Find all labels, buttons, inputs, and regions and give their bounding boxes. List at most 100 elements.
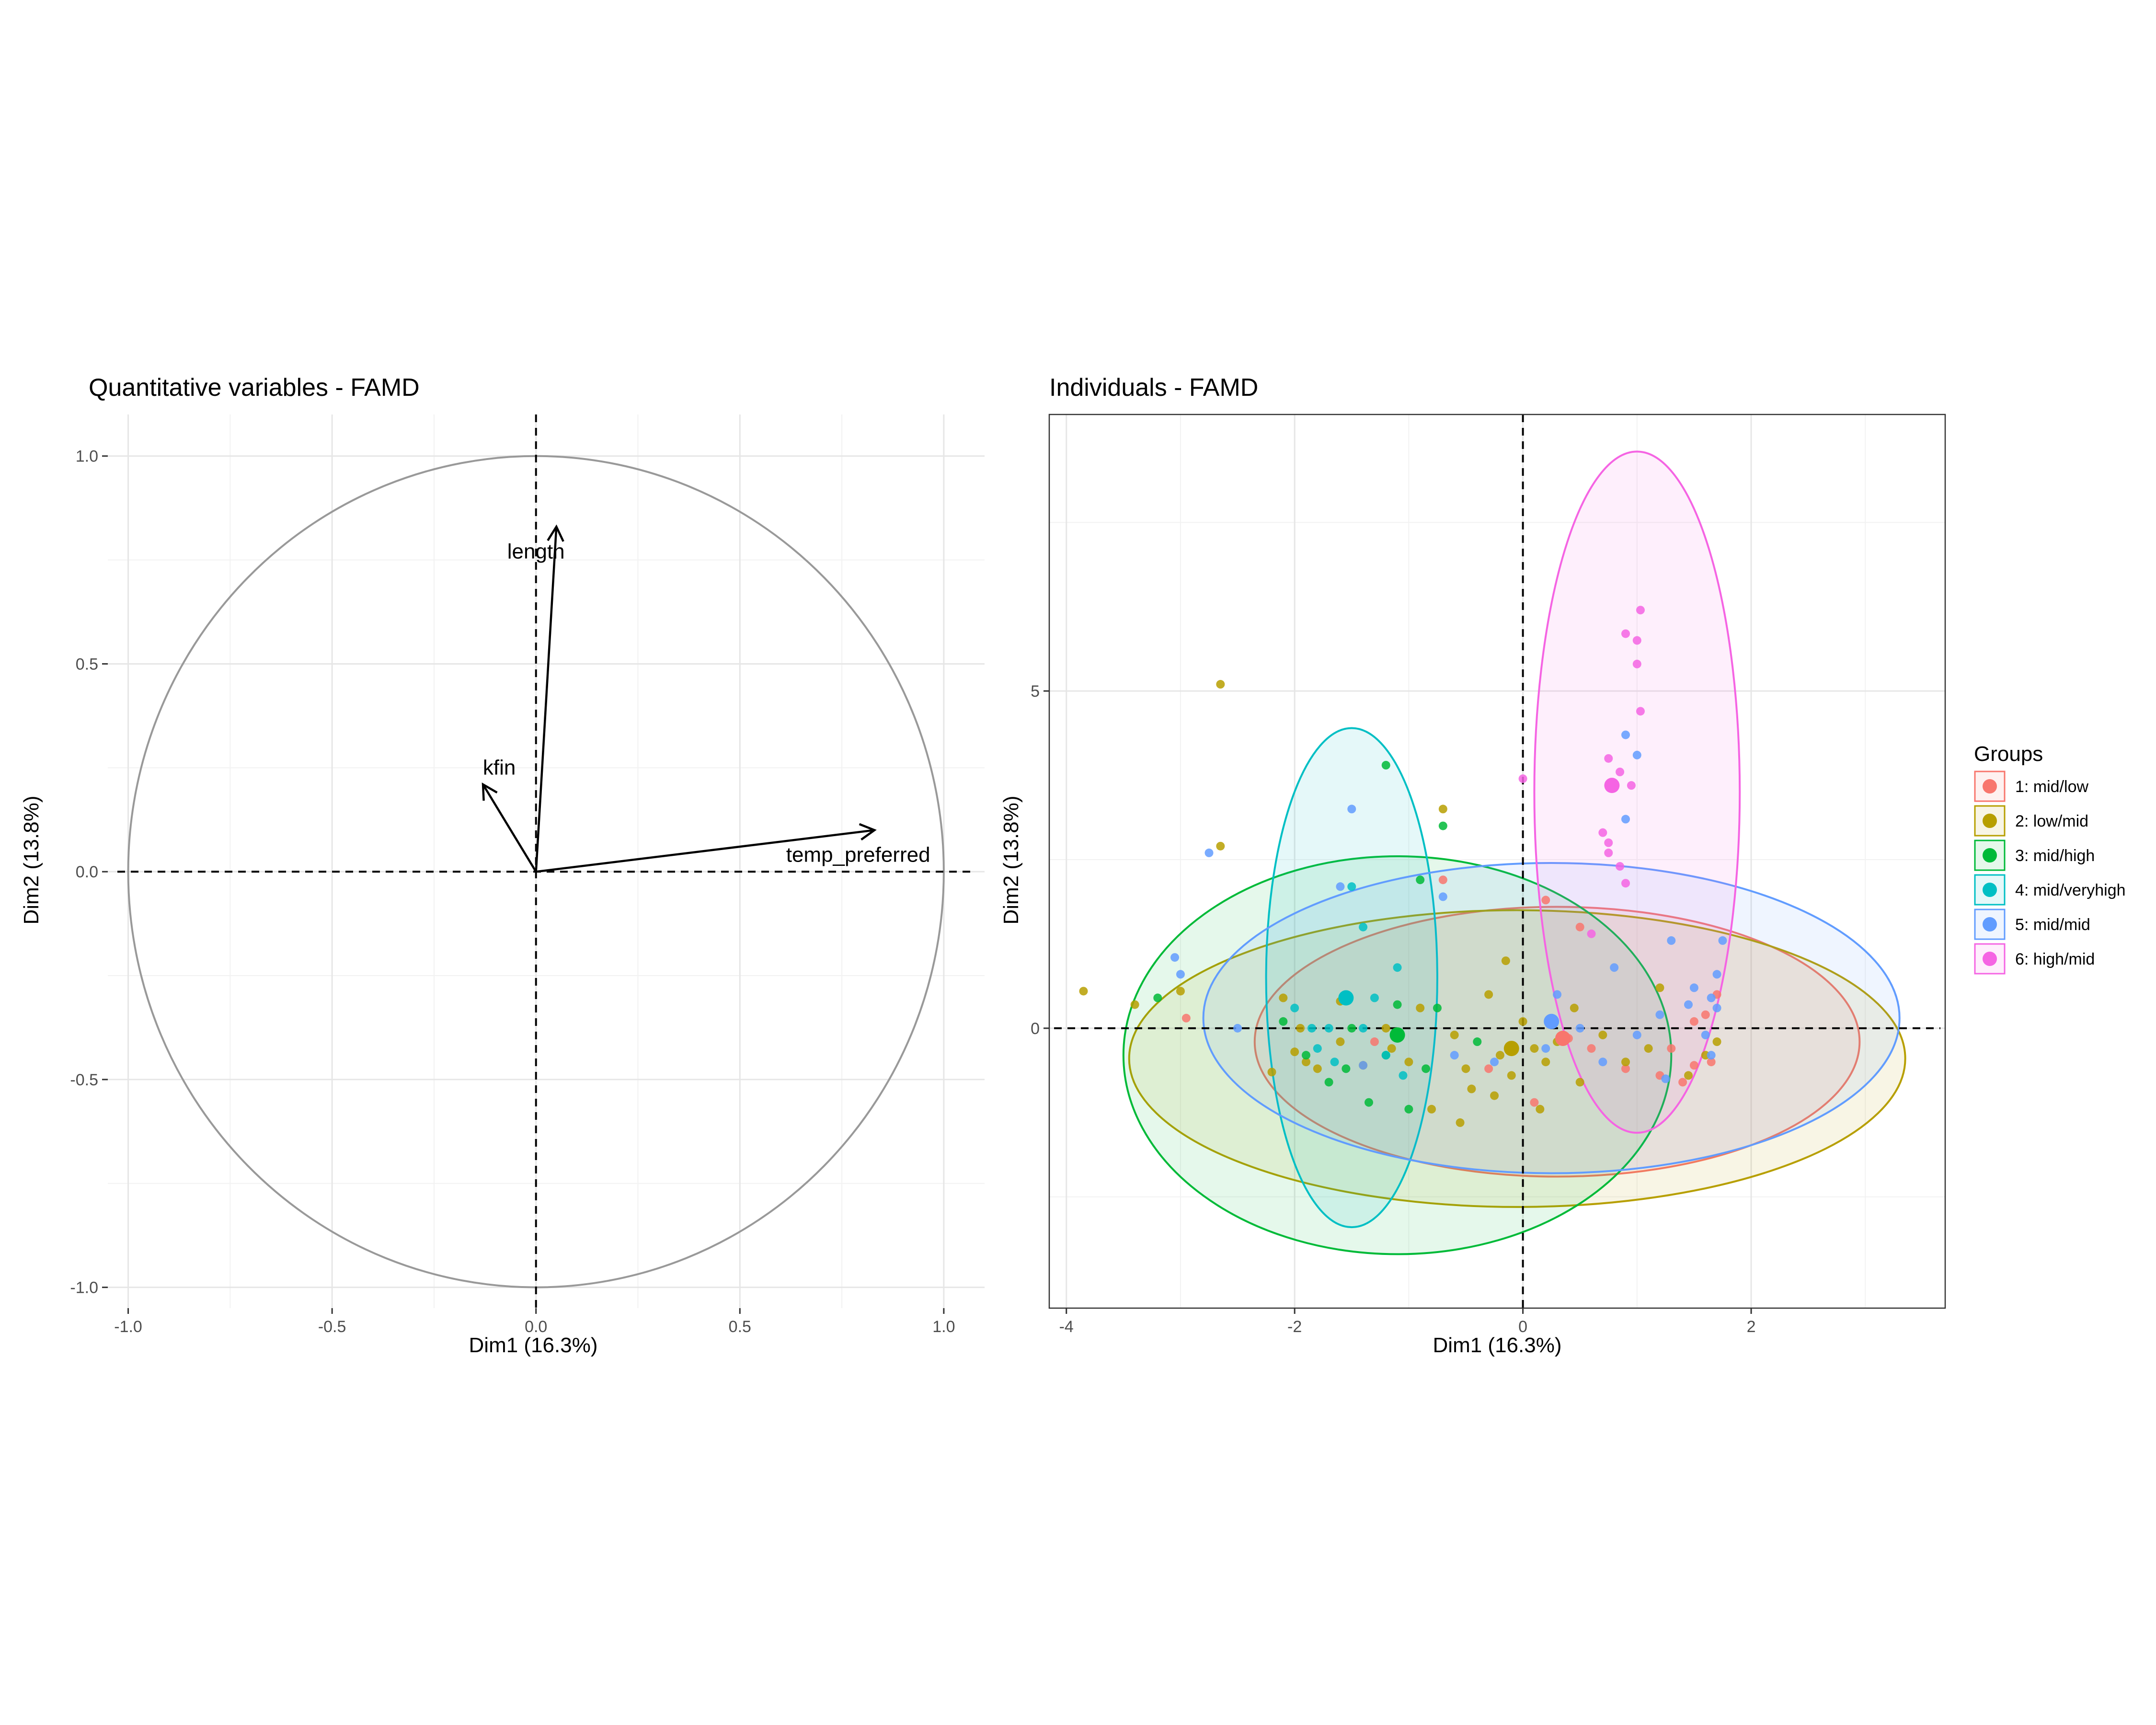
data-point bbox=[1422, 1064, 1431, 1073]
legend-item: 2: low/mid bbox=[1974, 805, 2088, 837]
data-point bbox=[1655, 983, 1664, 992]
legend-marker bbox=[1983, 779, 1997, 794]
data-point bbox=[1689, 1061, 1698, 1070]
data-point bbox=[1621, 879, 1630, 888]
y-axis-title: Dim2 (13.8%) bbox=[999, 796, 1023, 925]
legend-label: 2: low/mid bbox=[2015, 812, 2088, 830]
data-point bbox=[1632, 636, 1641, 645]
data-point bbox=[1707, 1058, 1716, 1067]
data-point bbox=[1530, 1098, 1539, 1107]
data-point bbox=[1604, 838, 1613, 847]
ellipse-group bbox=[1533, 450, 1741, 1134]
legend-marker bbox=[1983, 814, 1997, 828]
data-point bbox=[1490, 1091, 1499, 1100]
data-point bbox=[1381, 1024, 1390, 1033]
data-point bbox=[1689, 983, 1698, 992]
data-point bbox=[1667, 1044, 1676, 1053]
group-centroids bbox=[1338, 778, 1620, 1057]
data-point bbox=[1404, 1058, 1413, 1067]
data-point bbox=[1604, 848, 1613, 857]
centroid-point bbox=[1604, 778, 1620, 794]
data-point bbox=[1678, 1078, 1687, 1087]
legend-item: 5: mid/mid bbox=[1974, 908, 2090, 940]
data-point bbox=[1404, 1104, 1413, 1114]
axis-ticks: -4 -2 0 2 0 5 bbox=[1031, 682, 1755, 1336]
data-point bbox=[1707, 993, 1716, 1002]
data-point bbox=[1433, 1003, 1442, 1012]
data-point bbox=[1587, 929, 1596, 938]
y-axis-title: Dim2 (13.8%) bbox=[20, 796, 43, 925]
data-point bbox=[1484, 1064, 1493, 1073]
data-point bbox=[1636, 707, 1645, 716]
data-point bbox=[1153, 993, 1162, 1002]
data-point bbox=[1621, 730, 1630, 739]
data-point bbox=[1616, 862, 1625, 871]
data-point bbox=[1450, 1051, 1459, 1060]
centroid-point bbox=[1503, 1041, 1519, 1057]
legend-label: 1: mid/low bbox=[2015, 778, 2088, 796]
data-point bbox=[1233, 1024, 1242, 1033]
data-point bbox=[1621, 1064, 1630, 1073]
x-tick-label: 2 bbox=[1747, 1318, 1756, 1336]
data-point bbox=[1267, 1068, 1276, 1077]
legend-marker bbox=[1983, 883, 1997, 897]
data-point bbox=[1313, 1044, 1322, 1053]
data-point bbox=[1541, 896, 1550, 905]
data-point bbox=[1370, 1037, 1379, 1046]
data-point bbox=[1181, 1013, 1191, 1023]
data-point bbox=[1456, 1118, 1465, 1127]
legend-key bbox=[1974, 770, 2006, 802]
data-point bbox=[1495, 1051, 1504, 1060]
data-point bbox=[1216, 680, 1225, 689]
data-point bbox=[1381, 760, 1390, 770]
data-point bbox=[1324, 1024, 1333, 1033]
data-point bbox=[1627, 781, 1636, 790]
data-point bbox=[1661, 1074, 1670, 1083]
data-point bbox=[1359, 1024, 1368, 1033]
data-point bbox=[1530, 1044, 1539, 1053]
x-tick-label: 0.0 bbox=[525, 1318, 547, 1336]
data-point bbox=[1216, 841, 1225, 851]
y-tick-label: 1.0 bbox=[76, 448, 98, 466]
data-point bbox=[1484, 990, 1493, 999]
panel-border bbox=[1048, 414, 1946, 1309]
data-point bbox=[1170, 953, 1180, 962]
centroid-point bbox=[1555, 1030, 1571, 1046]
data-point bbox=[1416, 875, 1425, 885]
data-point bbox=[1370, 993, 1379, 1002]
data-point bbox=[1490, 1058, 1499, 1067]
data-point bbox=[1575, 922, 1584, 932]
data-point bbox=[1712, 970, 1721, 979]
data-point bbox=[1604, 754, 1613, 763]
data-point bbox=[1689, 1017, 1698, 1026]
data-point bbox=[1176, 987, 1185, 996]
centroid-point bbox=[1389, 1027, 1405, 1043]
data-point bbox=[1712, 1003, 1721, 1012]
data-point bbox=[1541, 1058, 1550, 1067]
data-point bbox=[1473, 1037, 1482, 1046]
data-point bbox=[1621, 1058, 1630, 1067]
x-axis-title: Dim1 (16.3%) bbox=[469, 1334, 598, 1357]
data-point bbox=[1632, 750, 1641, 759]
arrow-length: length bbox=[507, 524, 565, 872]
data-point bbox=[1610, 963, 1619, 972]
data-point bbox=[1536, 1104, 1545, 1114]
data-point bbox=[1616, 768, 1625, 776]
data-point bbox=[1467, 1084, 1476, 1093]
data-point bbox=[1427, 1104, 1436, 1114]
individuals-panel: Individuals - FAMD -4 -2 0 2 0 5 Dim1 (16.3%)… bbox=[999, 374, 1946, 1357]
ellipse-group bbox=[1128, 909, 1906, 1208]
data-point bbox=[1501, 956, 1510, 966]
correlation-circle-panel: Quantitative variables - FAMD length kfin… bbox=[20, 374, 985, 1357]
data-point bbox=[1718, 936, 1727, 945]
data-point bbox=[1450, 1030, 1459, 1039]
data-point bbox=[1336, 882, 1345, 891]
data-point bbox=[1279, 993, 1288, 1002]
legend-label: 6: high/mid bbox=[2015, 950, 2095, 968]
legend-item: 4: mid/veryhigh bbox=[1974, 874, 2126, 906]
x-tick-label: -2 bbox=[1287, 1318, 1302, 1336]
x-tick-label: 1.0 bbox=[932, 1318, 955, 1336]
legend-item: 1: mid/low bbox=[1974, 770, 2088, 802]
data-point bbox=[1507, 1071, 1516, 1080]
